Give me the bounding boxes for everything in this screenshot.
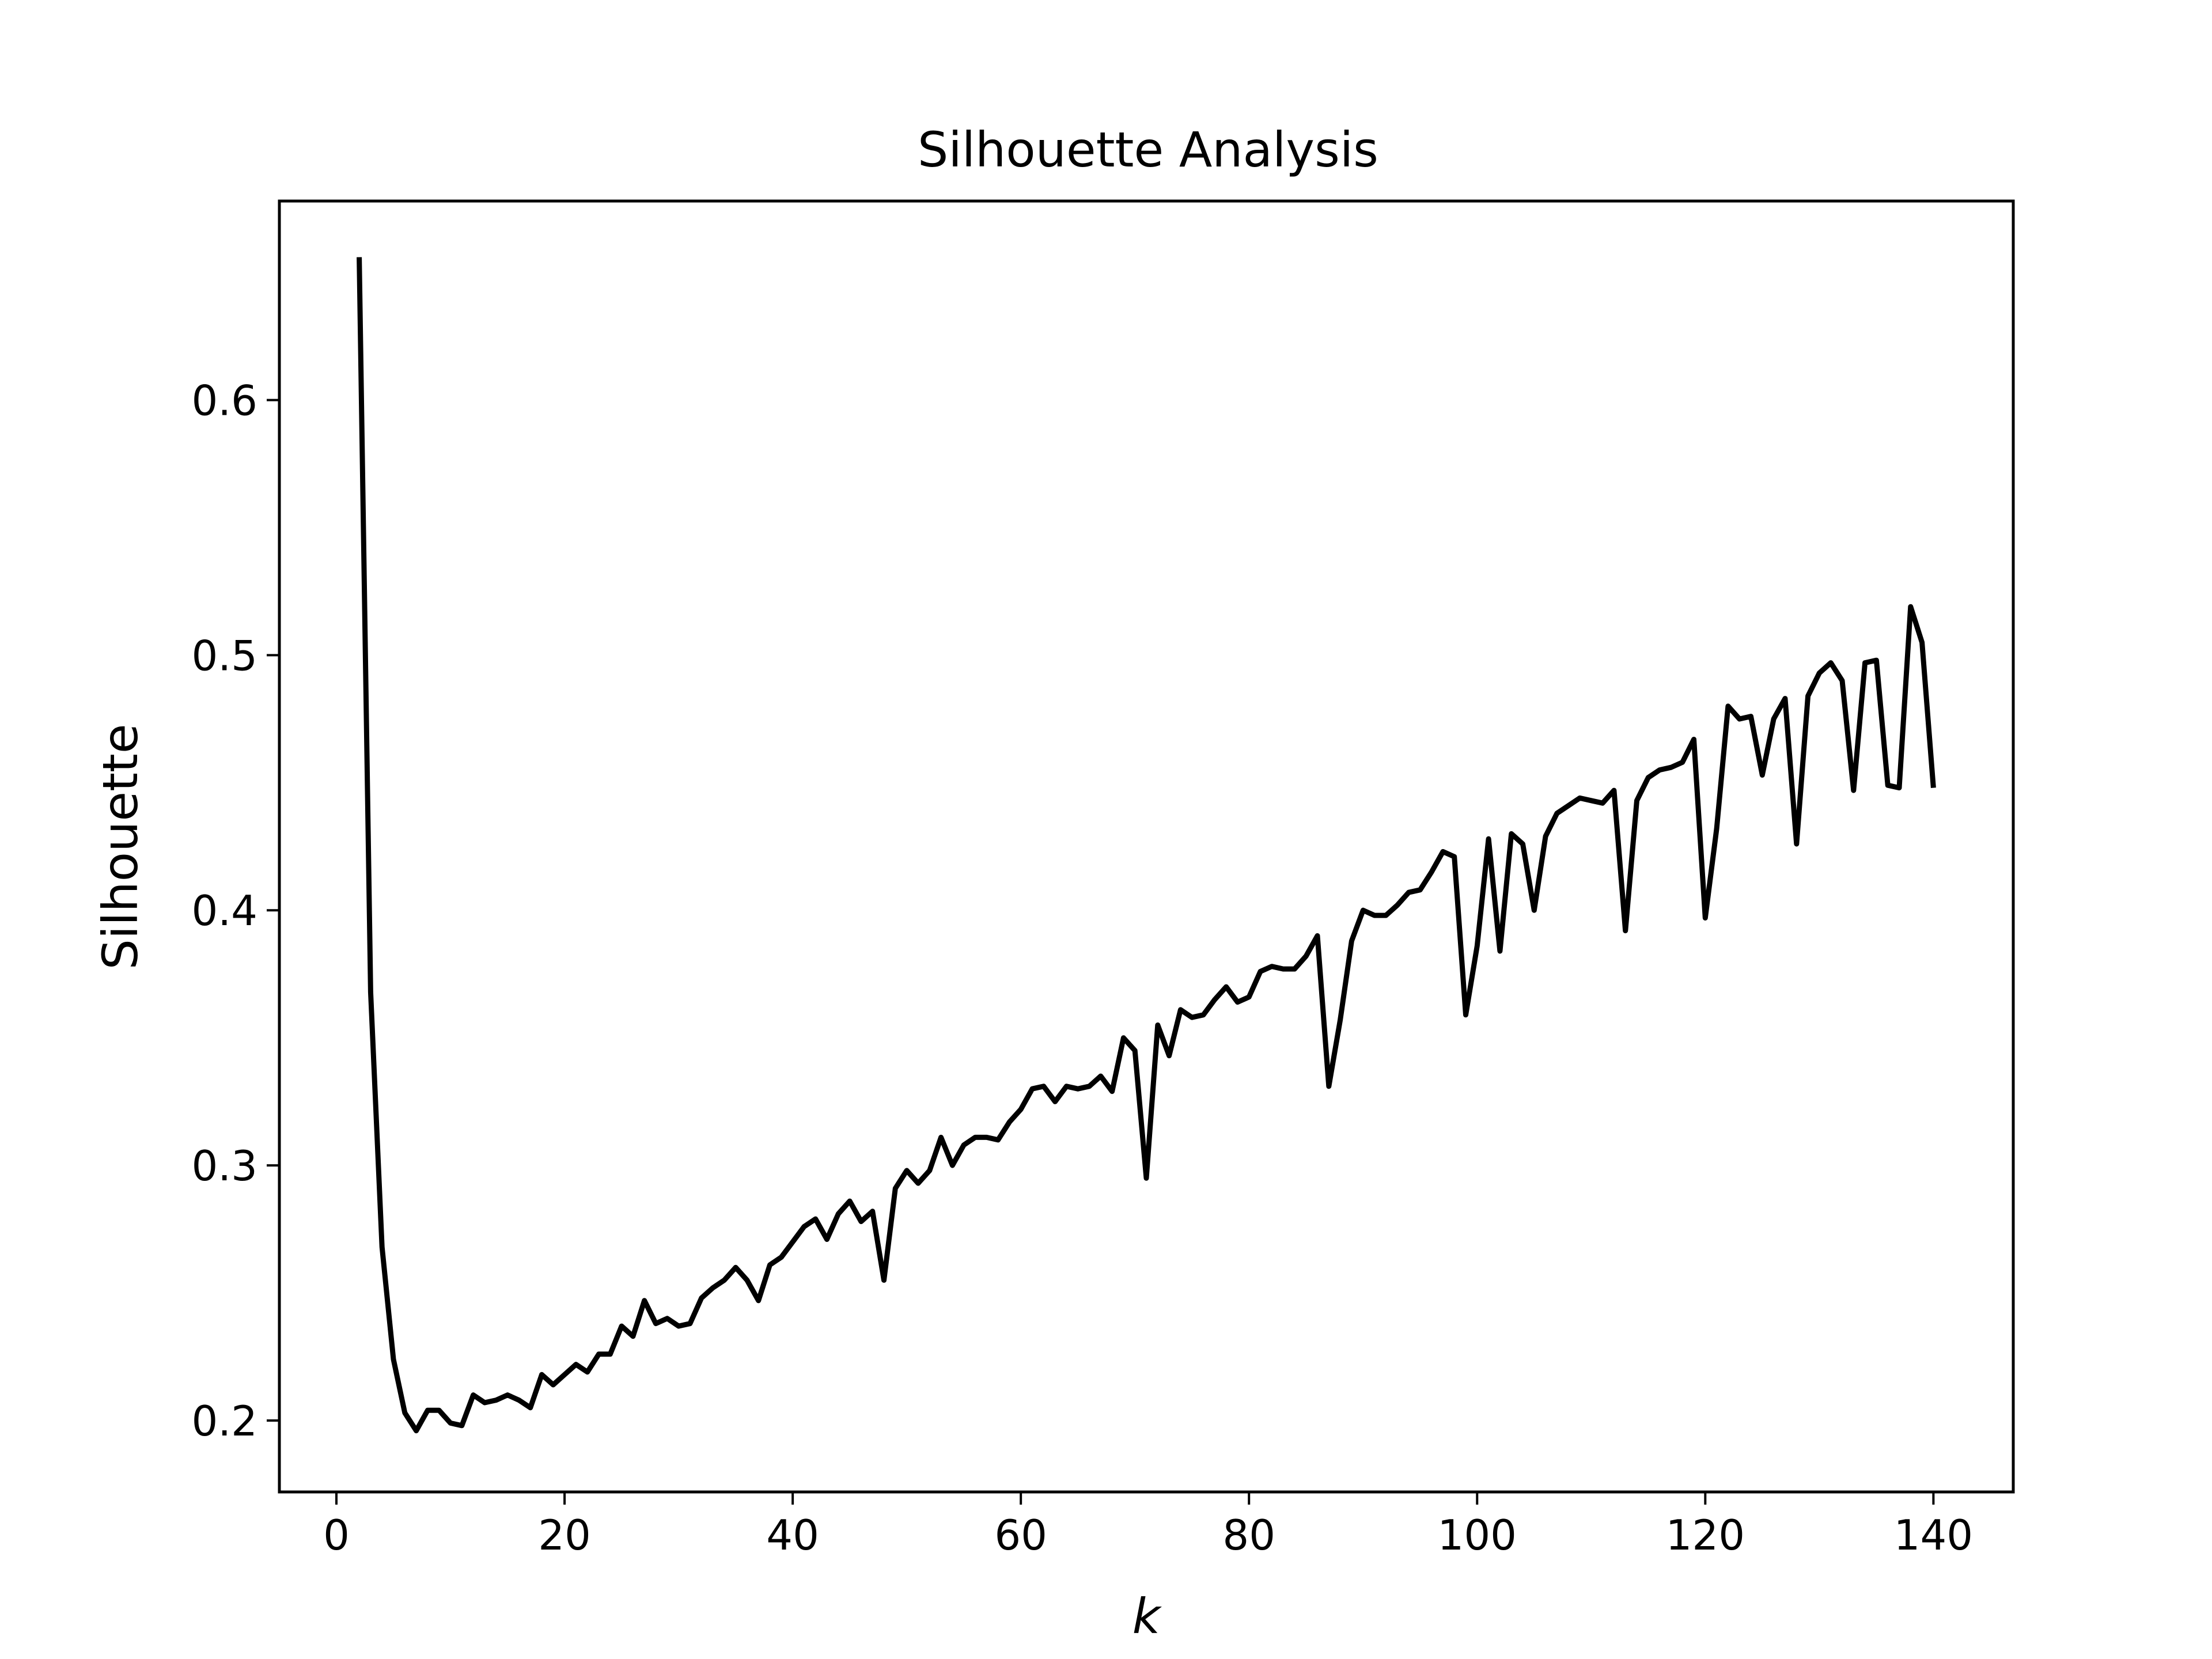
x-tick-label: 20	[538, 1511, 591, 1559]
plot-frame	[278, 199, 2015, 1494]
x-tick-label: 140	[1894, 1511, 1973, 1559]
y-axis-label: Silhouette	[92, 724, 149, 969]
x-tick-label: 80	[1222, 1511, 1275, 1559]
chart-title: Silhouette Analysis	[918, 122, 1378, 178]
x-tick-label: 40	[766, 1511, 819, 1559]
y-tick-label: 0.3	[191, 1142, 257, 1190]
x-tick-label: 100	[1438, 1511, 1517, 1559]
y-tick-label: 0.4	[191, 887, 257, 935]
y-tick-label: 0.6	[191, 376, 257, 425]
x-tick-label: 0	[323, 1511, 350, 1559]
silhouette-line	[357, 257, 1936, 1434]
y-tick-label: 0.5	[191, 631, 257, 680]
x-axis: 0 20 40 60 80 100 120 140	[323, 1492, 1973, 1559]
y-axis: 0.2 0.3 0.4 0.5 0.6	[191, 376, 279, 1445]
x-tick-label: 120	[1666, 1511, 1745, 1559]
x-tick-label: 60	[994, 1511, 1047, 1559]
x-axis-label: k	[1132, 1588, 1162, 1645]
y-tick-label: 0.2	[191, 1397, 257, 1445]
